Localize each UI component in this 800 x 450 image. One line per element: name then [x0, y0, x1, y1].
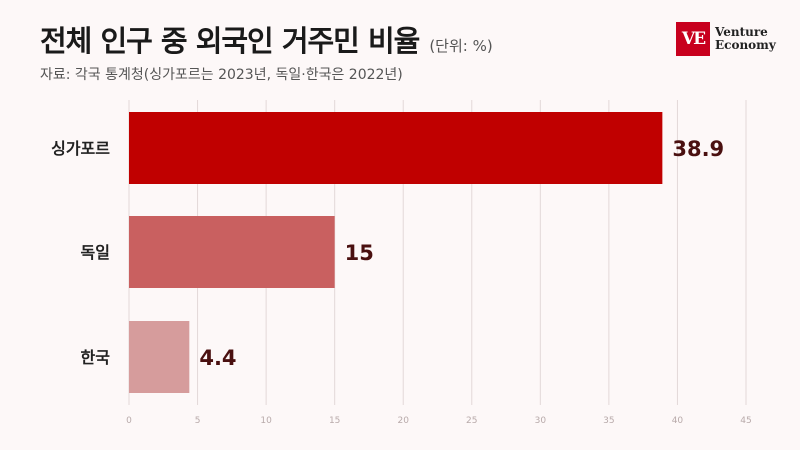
bar-0 — [129, 112, 663, 184]
value-label-1: 15 — [345, 241, 374, 265]
title-line: 전체 인구 중 외국인 거주민 비율 (단위: %) — [40, 18, 493, 60]
x-tick-label-5: 5 — [195, 416, 201, 426]
x-tick-label-30: 30 — [535, 416, 547, 426]
x-tick-label-10: 10 — [260, 416, 272, 426]
x-tick-label-15: 15 — [329, 416, 340, 426]
logo-text: Venture Economy — [715, 26, 776, 52]
x-tick-label-25: 25 — [466, 416, 477, 426]
bar-2 — [129, 321, 190, 393]
x-tick-label-45: 45 — [740, 416, 751, 426]
chart-title: 전체 인구 중 외국인 거주민 비율 — [40, 24, 420, 58]
venture-economy-logo: VE Venture Economy — [676, 22, 776, 56]
bar-1 — [129, 216, 335, 288]
value-label-2: 4.4 — [199, 346, 236, 370]
category-label-0: 싱가포르 — [51, 139, 110, 158]
unit-label: (단위: %) — [429, 37, 493, 55]
category-label-2: 한국 — [81, 348, 111, 367]
logo-line-2: Economy — [715, 38, 776, 52]
x-tick-label-0: 0 — [126, 416, 132, 426]
value-label-0: 38.9 — [672, 137, 724, 161]
x-tick-label-35: 35 — [603, 416, 614, 426]
x-tick-label-20: 20 — [397, 416, 409, 426]
source-note: 자료: 각국 통계청(싱가포르는 2023년, 독일·한국은 2022년) — [40, 67, 403, 83]
category-label-1: 독일 — [81, 243, 110, 262]
x-tick-label-40: 40 — [672, 416, 684, 426]
logo-line-1: Venture — [715, 25, 768, 39]
chart-header: 전체 인구 중 외국인 거주민 비율 (단위: %) 자료: 각국 통계청(싱가… — [40, 18, 493, 84]
logo-mark: VE — [676, 22, 710, 56]
